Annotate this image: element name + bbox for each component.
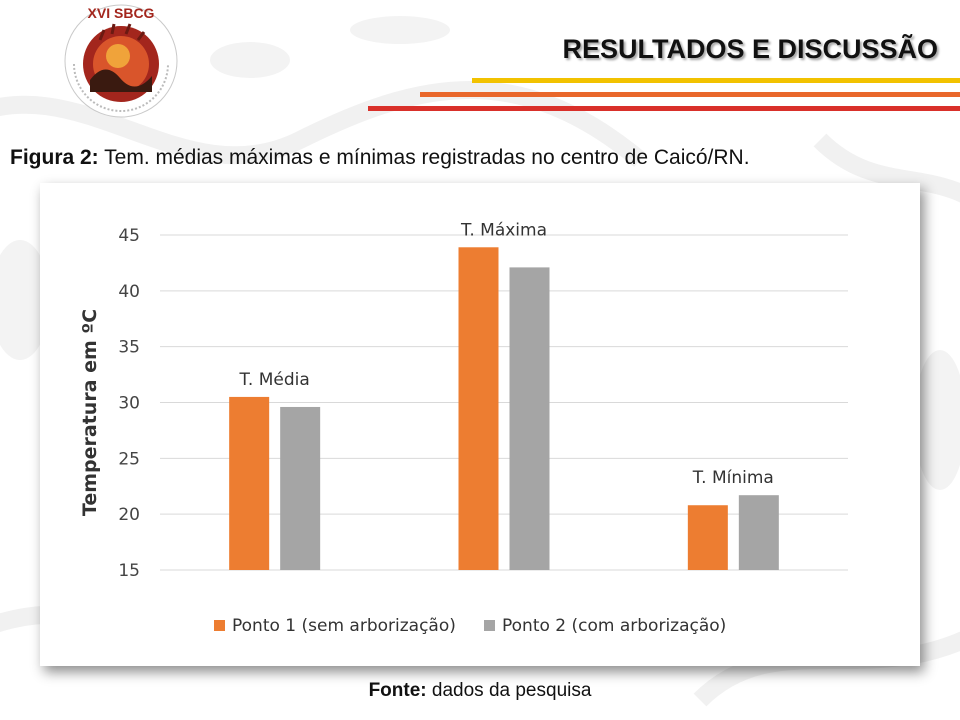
legend-swatch	[214, 620, 225, 631]
source-text: dados da pesquisa	[426, 680, 592, 701]
legend-label: Ponto 2 (com arborização)	[502, 616, 726, 636]
category-label: T. Média	[239, 370, 310, 390]
title-underline-red	[368, 106, 960, 111]
chart-container: 15 20 25 30 35 40 45 Temperatura em ºC T. Média T…	[40, 183, 920, 666]
bar	[738, 495, 779, 570]
caption-label: Figura 2:	[10, 146, 99, 169]
y-tick-label: 40	[118, 282, 140, 302]
y-tick-label: 45	[118, 226, 140, 246]
event-logo: XVI SBCG	[64, 4, 178, 118]
source-label: Fonte:	[368, 680, 427, 701]
category-label: T. Mínima	[692, 468, 774, 488]
bar	[509, 267, 550, 570]
bar	[229, 396, 270, 570]
figure-source: Fonte: dados da pesquisa	[0, 680, 960, 702]
y-tick-label: 30	[118, 394, 140, 414]
slide-title: RESULTADOS E DISCUSSÃO	[562, 34, 938, 64]
bar	[280, 406, 321, 570]
bar	[458, 247, 499, 570]
y-tick-label: 20	[118, 505, 140, 525]
y-tick-label: 35	[118, 338, 140, 358]
caption-text: Tem. médias máximas e mínimas registrada…	[98, 146, 750, 169]
y-axis-label: Temperatura em ºC	[79, 309, 101, 516]
bar-chart: 15 20 25 30 35 40 45 Temperatura em ºC T. Média T…	[79, 220, 848, 636]
y-tick-label: 25	[118, 449, 140, 469]
y-tick-label: 15	[118, 561, 140, 581]
logo-text: XVI SBCG	[88, 5, 155, 21]
bar	[687, 505, 728, 570]
title-underline-yellow	[472, 78, 960, 83]
title-underline-orange	[420, 92, 960, 97]
category-label: T. Máxima	[460, 220, 547, 240]
legend-label: Ponto 1 (sem arborização)	[232, 616, 456, 636]
figure-caption: Figura 2: Tem. médias máximas e mínimas …	[10, 146, 960, 170]
legend-swatch	[484, 620, 495, 631]
